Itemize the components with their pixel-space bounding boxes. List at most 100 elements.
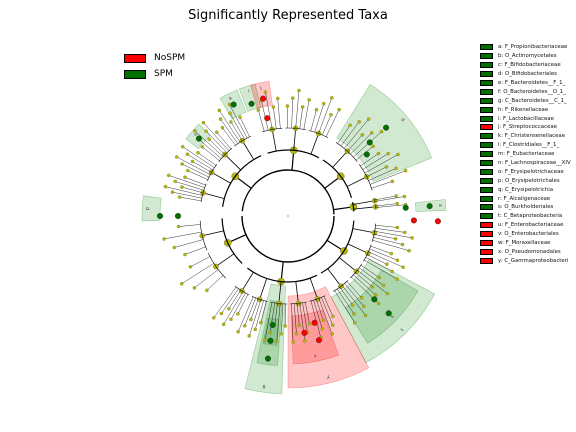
leaf-node (219, 311, 224, 316)
branch-line (198, 138, 222, 159)
branch-line (364, 259, 398, 280)
branch-arc (350, 263, 363, 279)
leaf-node (177, 195, 182, 199)
leaf-node (331, 323, 335, 327)
taxa-legend-label: d: O_Bifidobacteriales (498, 71, 557, 78)
branch-arc (234, 135, 251, 147)
clade-letter: y (326, 374, 330, 380)
leaf-node (268, 330, 272, 335)
branch-line (229, 113, 245, 140)
branch-line (310, 109, 317, 132)
taxa-legend-swatch (480, 53, 493, 60)
leaf-node (174, 155, 179, 159)
taxa-legend-swatch (480, 62, 493, 69)
clade-shade (336, 84, 433, 182)
leaf-node (180, 185, 184, 189)
taxa-legend-item: n: F_Lachnospiraceae__XIV (480, 159, 571, 168)
branch-line (353, 206, 376, 210)
leaf-node (321, 318, 325, 322)
branch-line (264, 302, 273, 340)
leaf-node (401, 265, 405, 269)
taxa-legend-item: o: F_Erysipelotrichaceae (480, 167, 571, 176)
branch-arc (207, 164, 218, 182)
leaf-node (395, 201, 400, 206)
branch-line (255, 300, 264, 330)
branch-line (249, 299, 262, 336)
leaf-node (379, 129, 384, 134)
branch-line (202, 192, 225, 200)
branch-line (293, 128, 297, 151)
branch-line (339, 287, 353, 306)
leaf-node (207, 137, 211, 141)
branch-line (368, 251, 404, 268)
taxa-legend-swatch (480, 115, 493, 122)
branch-line (327, 268, 342, 287)
leaf-node (360, 133, 365, 137)
taxa-legend-label: m: F_Eubacteriaceae (498, 151, 555, 158)
taxa-legend-item: s: O_Burkholderiales (480, 203, 571, 212)
taxa-legend-item: w: F_Moraxellaceae (480, 239, 571, 248)
chart-title: Significantly Represented Taxa (188, 8, 388, 23)
leaf-node (331, 314, 335, 319)
biomarker-node (426, 203, 433, 210)
branch-line (219, 110, 241, 143)
branch-line (344, 283, 365, 307)
branch-line (216, 132, 232, 150)
leaf-node (363, 313, 368, 318)
branch-line (241, 272, 254, 292)
branch-line (310, 133, 319, 155)
clade-letter: g (262, 384, 266, 389)
branch-line (187, 154, 214, 171)
leaf-node (370, 284, 374, 289)
branch-arc (251, 295, 268, 302)
branch-line (205, 130, 228, 153)
branch-line (274, 303, 278, 326)
branch-line (365, 257, 393, 272)
biomarker-node (230, 101, 237, 108)
taxa-legend-label: h: F_Rikenellaceae (498, 106, 549, 113)
leaf-node (403, 168, 408, 173)
branch-line (215, 253, 235, 267)
leaf-node (390, 269, 394, 274)
leaf-node (238, 115, 242, 119)
taxa-legend-item: h: F_Rikenellaceae (480, 105, 571, 114)
branch-arc (309, 295, 326, 302)
branch-line (375, 224, 398, 228)
leaf-node (275, 339, 279, 344)
branch-line (242, 140, 255, 160)
branch-line (178, 224, 201, 227)
taxa-legend-label: u: F_Enterobacteriaceae (498, 222, 564, 229)
leaf-node (386, 151, 390, 156)
branch-arc (234, 286, 250, 296)
leaf-node (307, 322, 312, 326)
branch-line (347, 134, 363, 152)
branch-line (194, 269, 219, 288)
taxa-legend-swatch (480, 257, 493, 264)
branch-line (367, 254, 387, 265)
branch-line (165, 186, 203, 196)
leaf-node (291, 340, 295, 344)
biomarker-node (267, 337, 274, 344)
leaf-node (307, 98, 311, 102)
branch-line (374, 231, 413, 239)
branch-line (273, 106, 277, 129)
branch-line (230, 121, 243, 141)
leaf-node (352, 312, 356, 316)
taxa-legend-item: q: C_Erysipelotrichia (480, 185, 571, 194)
leaf-node (183, 252, 187, 257)
group-legend: NoSPM SPM (124, 50, 185, 82)
clade-shade (291, 309, 340, 365)
branch-line (260, 301, 267, 323)
leaf-node (236, 312, 240, 316)
branch-line (309, 278, 318, 300)
taxa-legend-swatch (480, 80, 493, 86)
leaf-node (205, 288, 209, 293)
branch-line (258, 110, 265, 132)
biomarker-node (195, 135, 202, 142)
leaf-node (188, 265, 193, 269)
branch-line (374, 234, 396, 240)
branch-line (346, 176, 367, 187)
leaf-node (371, 144, 375, 148)
leaf-node (221, 322, 226, 327)
clade-letter: d (399, 117, 406, 123)
